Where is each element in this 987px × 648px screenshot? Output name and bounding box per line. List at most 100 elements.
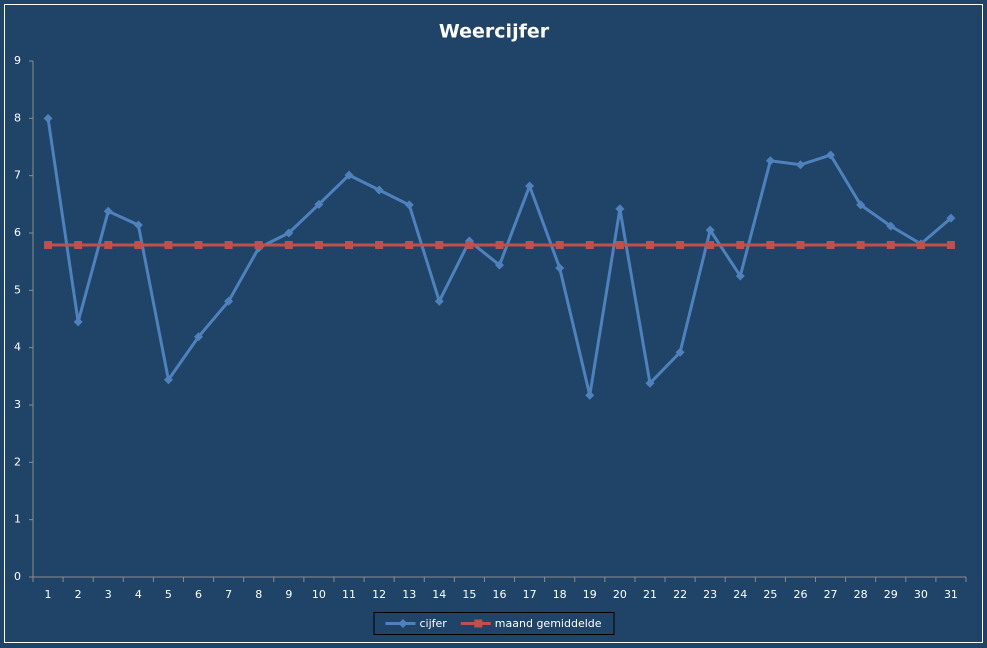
data-point bbox=[585, 390, 595, 400]
data-point bbox=[284, 241, 293, 250]
data-point bbox=[404, 200, 414, 210]
x-tick-label: 14 bbox=[432, 588, 446, 601]
y-tick-label: 0 bbox=[14, 570, 21, 583]
data-point bbox=[374, 185, 384, 195]
legend-marker bbox=[398, 619, 408, 628]
data-point bbox=[525, 241, 534, 250]
data-point bbox=[675, 347, 685, 357]
data-point bbox=[886, 221, 896, 231]
x-tick-label: 5 bbox=[165, 588, 172, 601]
x-tick-label: 25 bbox=[763, 588, 777, 601]
y-tick-label: 8 bbox=[14, 111, 21, 124]
data-point bbox=[344, 170, 354, 180]
data-point bbox=[284, 228, 294, 238]
data-point bbox=[104, 241, 113, 250]
data-point bbox=[585, 241, 594, 250]
data-point bbox=[765, 156, 775, 166]
data-point bbox=[314, 241, 323, 250]
x-tick-label: 23 bbox=[703, 588, 717, 601]
data-point bbox=[73, 317, 83, 327]
legend-label: maand gemiddelde bbox=[495, 617, 602, 630]
data-point bbox=[103, 206, 113, 216]
data-point bbox=[525, 181, 535, 191]
x-tick-label: 27 bbox=[824, 588, 838, 601]
x-tick-label: 18 bbox=[553, 588, 567, 601]
x-tick-label: 22 bbox=[673, 588, 687, 601]
x-tick-label: 11 bbox=[342, 588, 356, 601]
x-tick-label: 6 bbox=[195, 588, 202, 601]
data-point bbox=[735, 271, 745, 281]
x-tick-label: 16 bbox=[493, 588, 507, 601]
x-tick-label: 4 bbox=[135, 588, 142, 601]
data-point bbox=[856, 241, 865, 250]
data-point bbox=[766, 241, 775, 250]
data-point bbox=[194, 241, 203, 250]
data-point bbox=[495, 260, 504, 270]
data-point bbox=[706, 241, 715, 250]
y-tick-label: 1 bbox=[14, 513, 21, 526]
data-point bbox=[375, 241, 384, 250]
legend-marker bbox=[474, 619, 483, 628]
chart-border bbox=[4, 4, 983, 643]
data-point bbox=[916, 241, 925, 250]
data-point bbox=[74, 241, 83, 250]
x-tick-label: 30 bbox=[914, 588, 928, 601]
x-tick-label: 8 bbox=[255, 588, 262, 601]
data-point bbox=[555, 263, 565, 273]
data-point bbox=[676, 241, 685, 250]
data-point bbox=[796, 241, 805, 250]
data-point bbox=[133, 220, 143, 230]
data-point bbox=[495, 241, 504, 250]
data-point bbox=[44, 241, 53, 250]
x-tick-label: 28 bbox=[854, 588, 868, 601]
y-tick-label: 6 bbox=[14, 226, 21, 239]
data-point bbox=[826, 241, 835, 250]
data-point bbox=[856, 200, 866, 210]
x-tick-label: 17 bbox=[523, 588, 537, 601]
legend-label: cijfer bbox=[419, 617, 447, 630]
y-tick-label: 7 bbox=[14, 169, 21, 182]
x-tick-label: 21 bbox=[643, 588, 657, 601]
data-point bbox=[164, 241, 173, 250]
data-point bbox=[946, 213, 956, 223]
data-point bbox=[736, 241, 745, 250]
data-point bbox=[886, 241, 895, 250]
legend-box bbox=[373, 612, 615, 635]
y-tick-label: 2 bbox=[14, 455, 21, 468]
x-tick-label: 31 bbox=[944, 588, 958, 601]
data-point bbox=[645, 241, 654, 250]
data-point bbox=[194, 332, 204, 342]
chart-title: Weercijfer bbox=[439, 21, 550, 43]
y-tick-label: 4 bbox=[14, 341, 21, 354]
x-tick-label: 1 bbox=[45, 588, 52, 601]
data-point bbox=[224, 296, 234, 306]
x-tick-label: 7 bbox=[225, 588, 232, 601]
x-tick-label: 26 bbox=[793, 588, 807, 601]
data-point bbox=[615, 241, 624, 250]
series-line bbox=[46, 118, 952, 396]
data-point bbox=[615, 204, 625, 214]
x-tick-label: 13 bbox=[402, 588, 416, 601]
legend: cijfer maand gemiddelde bbox=[373, 612, 615, 635]
y-tick-label: 9 bbox=[14, 54, 21, 67]
data-point bbox=[314, 199, 324, 209]
data-point bbox=[946, 241, 955, 250]
data-point bbox=[163, 375, 173, 385]
x-tick-label: 19 bbox=[583, 588, 597, 601]
x-tick-label: 15 bbox=[462, 588, 476, 601]
x-tick-label: 2 bbox=[75, 588, 82, 601]
data-point bbox=[826, 150, 836, 160]
data-point bbox=[224, 241, 233, 250]
x-tick-label: 3 bbox=[105, 588, 112, 601]
data-point bbox=[435, 241, 444, 250]
data-point bbox=[705, 225, 715, 235]
x-tick-label: 20 bbox=[613, 588, 627, 601]
x-tick-label: 9 bbox=[285, 588, 292, 601]
y-tick-label: 5 bbox=[14, 283, 21, 296]
x-tick-label: 10 bbox=[312, 588, 326, 601]
x-tick-label: 12 bbox=[372, 588, 386, 601]
data-point bbox=[795, 160, 805, 170]
y-tick-label: 3 bbox=[14, 398, 21, 411]
data-point bbox=[465, 241, 474, 250]
